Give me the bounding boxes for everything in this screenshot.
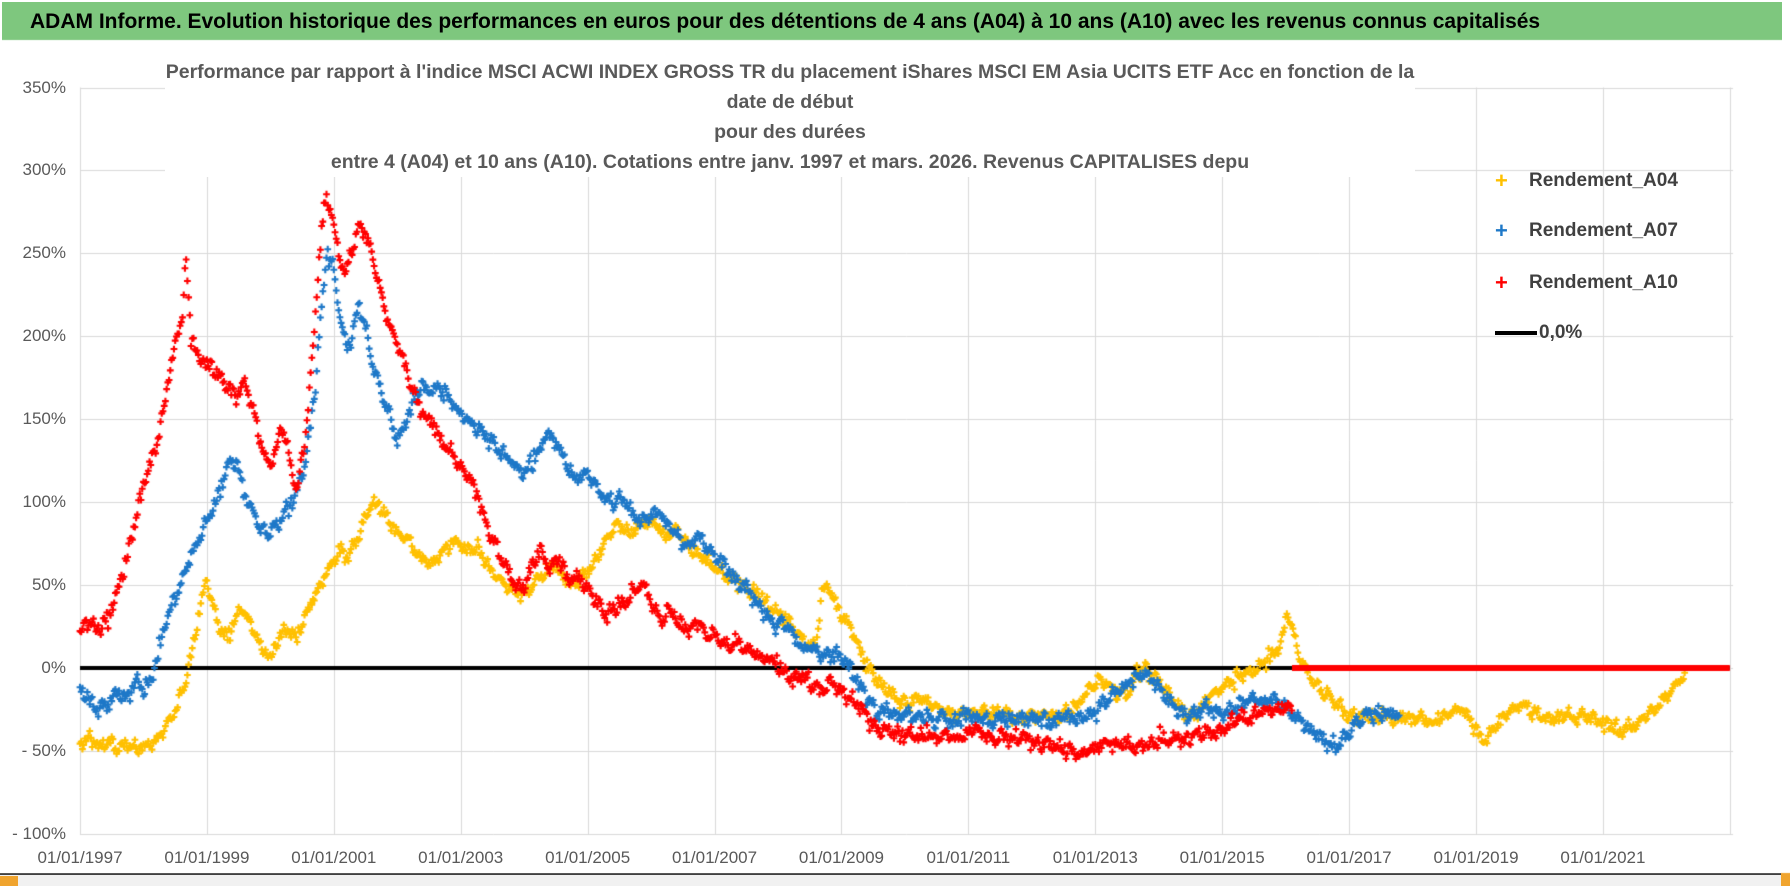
plus-marker-icon: + (1495, 270, 1508, 295)
legend-label: Rendement_A07 (1529, 220, 1678, 241)
legend-item-rendement-a04[interactable]: + Rendement_A04 (1495, 166, 1678, 196)
y-axis-label: 100% (22, 492, 66, 512)
legend-label: 0,0% (1539, 322, 1583, 343)
x-axis-label: 01/01/1997 (37, 848, 123, 867)
x-axis-label: 01/01/2007 (672, 848, 758, 867)
x-axis-label: 01/01/2003 (418, 848, 504, 867)
chart-title-line-2: pour des durées (714, 121, 866, 143)
x-axis-label: 01/01/2011 (926, 848, 1011, 867)
x-axis-label: 01/01/2009 (798, 848, 884, 867)
plus-marker-icon: + (1495, 218, 1508, 243)
zero-line-icon (1495, 331, 1537, 335)
plus-marker-icon: + (1495, 168, 1508, 193)
y-axis-label: - 50% (21, 741, 66, 761)
y-axis-label: 150% (22, 409, 66, 429)
y-axis-label: 350% (22, 77, 66, 97)
y-axis-label: - 100% (12, 824, 66, 843)
legend-label: Rendement_A04 (1529, 170, 1678, 191)
legend-item-rendement-a10[interactable]: + Rendement_A10 (1495, 268, 1678, 298)
legend-label: Rendement_A10 (1529, 272, 1678, 293)
x-axis-label: 01/01/2021 (1560, 848, 1646, 867)
x-axis-label: 01/01/2019 (1433, 848, 1519, 867)
x-axis-label: 01/01/1999 (164, 848, 250, 867)
x-axis-label: 01/01/2001 (291, 848, 377, 867)
y-axis-label: 50% (31, 575, 66, 595)
x-axis-label: 01/01/2005 (545, 848, 631, 867)
chart-title: Performance par rapport à l'indice MSCI … (165, 57, 1415, 177)
chart-title-line-1: Performance par rapport à l'indice MSCI … (165, 61, 1415, 113)
legend-item-rendement-a07[interactable]: + Rendement_A07 (1495, 216, 1678, 246)
y-axis-label: 0% (41, 658, 66, 678)
y-axis-label: 300% (22, 160, 66, 180)
legend-item-zero-line[interactable]: 0,0% (1495, 318, 1582, 348)
y-axis-label: 200% (22, 326, 66, 346)
x-axis-label: 01/01/2017 (1306, 848, 1392, 867)
y-axis-label: 250% (22, 243, 66, 263)
x-axis-label: 01/01/2013 (1052, 848, 1138, 867)
chart-title-line-3: entre 4 (A04) et 10 ans (A10). Cotations… (330, 151, 1250, 173)
x-axis-label: 01/01/2015 (1179, 848, 1265, 867)
